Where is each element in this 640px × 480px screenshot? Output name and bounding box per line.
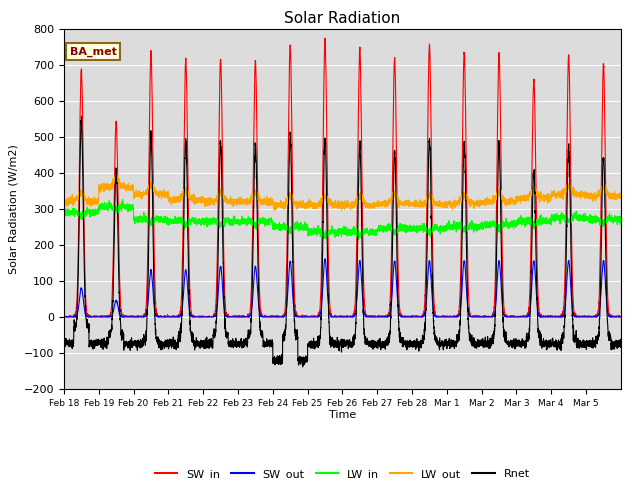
LW_out <box>495 192 503 198</box>
SW_out <box>364 314 371 320</box>
SW_out <box>321 256 329 262</box>
SW_in <box>321 35 329 41</box>
Rnet <box>537 331 545 337</box>
LW_out <box>176 196 184 202</box>
LW_in <box>393 230 401 236</box>
LW_in <box>523 214 531 220</box>
Rnet <box>77 113 85 119</box>
Line: LW_out: LW_out <box>64 175 621 211</box>
SW_out <box>495 259 503 264</box>
Rnet <box>176 335 184 340</box>
LW_out <box>537 194 545 200</box>
SW_in <box>537 313 545 319</box>
Rnet <box>364 336 371 341</box>
LW_out <box>338 208 346 214</box>
SW_out <box>393 288 401 294</box>
LW_out <box>523 198 531 204</box>
Text: BA_met: BA_met <box>70 47 116 57</box>
LW_in <box>617 216 625 222</box>
Rnet <box>299 364 307 370</box>
SW_out <box>175 314 183 320</box>
Line: LW_in: LW_in <box>64 200 621 240</box>
Rnet <box>617 343 625 348</box>
LW_out <box>393 195 401 201</box>
Legend: SW_in, SW_out, LW_in, LW_out, Rnet: SW_in, SW_out, LW_in, LW_out, Rnet <box>151 464 534 480</box>
LW_out <box>617 192 625 198</box>
SW_in <box>60 313 68 319</box>
LW_out <box>112 172 120 178</box>
Line: SW_out: SW_out <box>64 259 621 317</box>
SW_in <box>61 314 68 320</box>
SW_out <box>60 314 68 320</box>
LW_in <box>537 212 545 218</box>
Y-axis label: Solar Radiation (W/m2): Solar Radiation (W/m2) <box>8 144 18 274</box>
SW_out <box>523 314 531 320</box>
LW_out <box>60 198 68 204</box>
Rnet <box>60 342 68 348</box>
X-axis label: Time: Time <box>329 410 356 420</box>
Rnet <box>393 261 401 267</box>
SW_in <box>617 314 625 320</box>
LW_in <box>355 237 362 242</box>
SW_in <box>495 56 503 62</box>
Rnet <box>523 330 531 336</box>
LW_in <box>364 226 371 232</box>
LW_in <box>495 222 503 228</box>
Line: Rnet: Rnet <box>64 116 621 367</box>
LW_in <box>176 217 184 223</box>
Title: Solar Radiation: Solar Radiation <box>284 11 401 26</box>
SW_in <box>176 313 184 319</box>
LW_out <box>364 204 371 210</box>
SW_out <box>617 314 625 320</box>
SW_out <box>537 314 545 320</box>
SW_in <box>393 203 401 208</box>
SW_in <box>523 314 531 320</box>
Rnet <box>495 141 503 146</box>
LW_in <box>60 210 68 216</box>
SW_in <box>364 314 371 320</box>
Line: SW_in: SW_in <box>64 38 621 317</box>
LW_in <box>118 197 126 203</box>
